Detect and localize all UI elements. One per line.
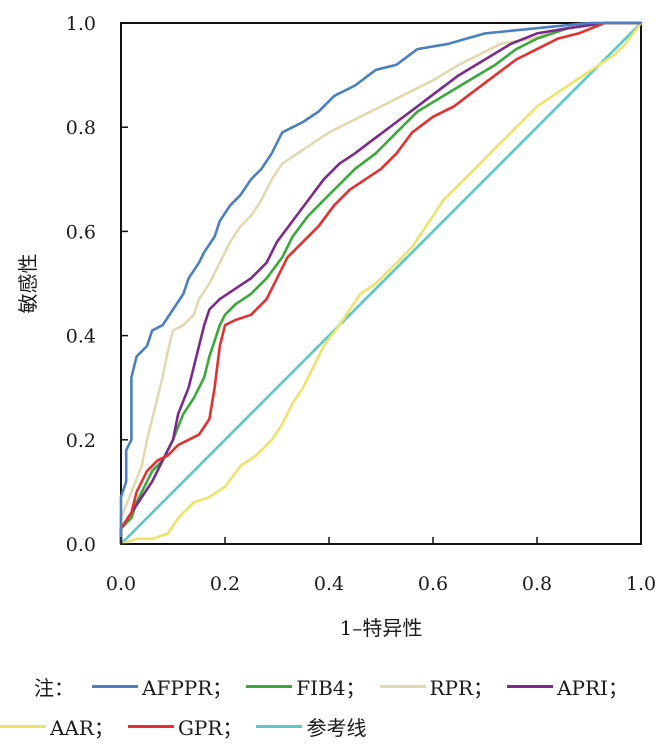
x-tick-label: 0.8: [522, 573, 552, 595]
y-tick-label: 0.2: [66, 430, 96, 452]
x-tick-label: 0.0: [106, 573, 136, 595]
series-line-6: [120, 22, 642, 545]
y-tick-label: 0.6: [66, 221, 96, 243]
y-tick-label: 0.4: [66, 326, 96, 348]
series-line-5: [119, 21, 641, 544]
legend-item: FIB4；: [246, 672, 366, 701]
legend-note: 注：: [34, 676, 74, 700]
legend-item: 参考线: [256, 712, 366, 741]
legend-label: RPR；: [429, 676, 494, 700]
x-tick-label: 0.2: [210, 573, 240, 595]
legend-swatch: [246, 685, 293, 688]
x-tick-label: 0.4: [314, 573, 344, 595]
series-line-0: [119, 21, 641, 544]
legend: 注： AFPPR； FIB4； RPR； APRI； AAR； GPR； 参考线: [0, 672, 666, 746]
roc-chart: 0.0 0.0 0.2 0.2 0.4 0.4 0.6 0.6 0.8 0.8 1.0 1.0 1–特…: [16, 13, 656, 640]
series-line-3: [119, 21, 641, 544]
legend-item: AFPPR；: [92, 672, 232, 701]
legend-swatch: [507, 685, 554, 688]
legend-item: RPR；: [379, 672, 494, 701]
legend-label: 参考线: [306, 716, 367, 740]
legend-item: AAR；: [0, 712, 114, 741]
legend-item: APRI；: [507, 672, 628, 701]
legend-swatch: [0, 725, 46, 728]
x-axis-title: 1–特异性: [340, 616, 423, 640]
y-tick-label: 1.0: [66, 13, 96, 35]
series-layer: [119, 21, 643, 546]
y-tick-label: 0.8: [66, 117, 96, 139]
legend-swatch: [379, 685, 426, 688]
x-tick-label: 0.6: [418, 573, 448, 595]
legend-row-1: 注： AFPPR； FIB4； RPR； APRI；: [34, 672, 642, 701]
series-line-2: [119, 21, 641, 544]
legend-label: APRI；: [557, 676, 628, 700]
legend-label: GPR；: [177, 716, 243, 740]
legend-label: AAR；: [50, 716, 114, 740]
legend-item: GPR；: [127, 712, 243, 741]
legend-row-2: AAR； GPR； 参考线: [0, 712, 380, 741]
x-tick-label: 1.0: [626, 573, 656, 595]
axes: 0.0 0.0 0.2 0.2 0.4 0.4 0.6 0.6 0.8 0.8 1.0 1.0: [66, 13, 656, 595]
legend-label: FIB4；: [296, 676, 366, 700]
series-line-4: [120, 22, 643, 546]
y-axis-title: 敏感性: [16, 254, 40, 314]
y-tick-label: 0.0: [66, 534, 96, 556]
legend-label: AFPPR；: [142, 676, 233, 700]
legend-swatch: [92, 685, 138, 688]
series-line-1: [119, 21, 641, 544]
legend-swatch: [127, 725, 174, 728]
legend-swatch: [256, 725, 303, 728]
